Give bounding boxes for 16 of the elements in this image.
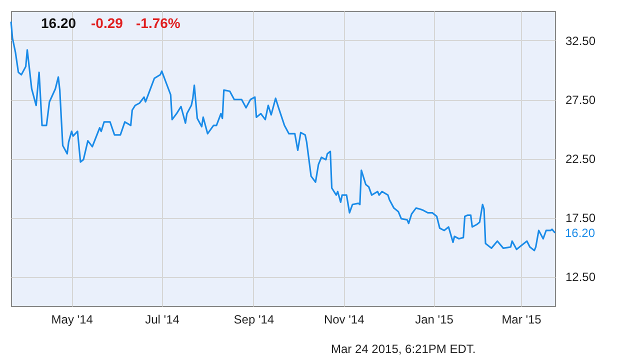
annotation: -1.76% (136, 15, 181, 31)
x-tick-label: Jul '14 (145, 312, 180, 326)
annotation: 16.20 (565, 226, 596, 240)
y-tick-label: 32.50 (566, 34, 596, 48)
y-tick-label: 27.50 (566, 93, 596, 107)
annotation: -0.29 (91, 15, 124, 31)
text: Mar 24 2015, 6:21PM EDT. (331, 342, 476, 356)
x-tick-label: Jan '15 (415, 312, 454, 326)
x-tick-label: May '14 (51, 312, 94, 326)
x-tick-label: Mar '15 (502, 312, 542, 326)
y-tick-label: 12.50 (566, 270, 596, 284)
y-tick-label: 22.50 (566, 152, 596, 166)
x-tick-label: Sep '14 (234, 312, 274, 326)
y-tick-label: 17.50 (566, 211, 596, 225)
annotation: 16.20 (41, 15, 76, 31)
x-tick-label: Nov '14 (324, 312, 365, 326)
